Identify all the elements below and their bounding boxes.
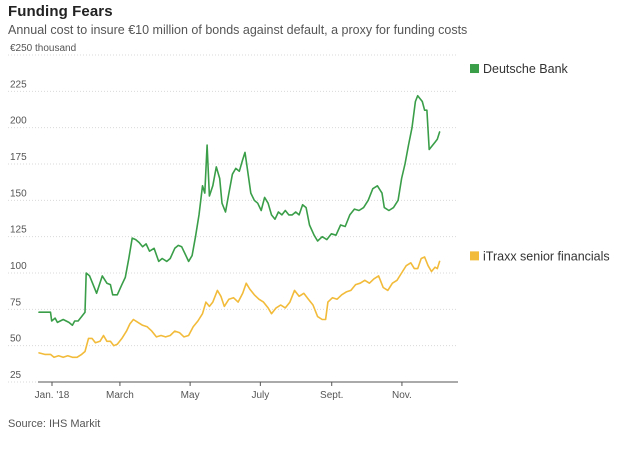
y-tick-label-175: 175 xyxy=(10,152,27,163)
y-tick-label-150: 150 xyxy=(10,188,27,199)
y-tick-label-125: 125 xyxy=(10,225,27,236)
x-tick-label-2: May xyxy=(181,390,200,401)
y-tick-label-75: 75 xyxy=(10,297,22,308)
legend-label-1: iTraxx senior financials xyxy=(483,249,610,263)
y-tick-label-200: 200 xyxy=(10,116,27,127)
x-tick-label-0: Jan. '18 xyxy=(35,390,70,401)
x-tick-label-4: Sept. xyxy=(320,390,343,401)
y-tick-label-25: 25 xyxy=(10,370,22,381)
y-tick-label-100: 100 xyxy=(10,261,27,272)
legend-swatch-0 xyxy=(470,64,479,74)
x-tick-label-5: Nov. xyxy=(392,390,412,401)
chart-subtitle: Annual cost to insure €10 million of bon… xyxy=(8,23,468,37)
y-tick-label-225: 225 xyxy=(10,79,27,90)
y-tick-label-250: €250 thousand xyxy=(10,43,76,54)
y-axis-tick-labels: 25 50 75 100 125 150 175 200 225 €250 thousand xyxy=(10,43,76,381)
y-tick-label-50: 50 xyxy=(10,334,22,345)
legend-label-0: Deutsche Bank xyxy=(483,62,569,76)
legend: Deutsche Bank iTraxx senior financials xyxy=(470,62,610,263)
series-lines xyxy=(38,94,441,359)
legend-swatch-1 xyxy=(470,251,479,261)
x-tick-label-1: March xyxy=(106,390,134,401)
series-line-1 xyxy=(38,256,441,359)
series-line-0 xyxy=(38,94,441,327)
x-axis-tick-labels: Jan. '18 March May July Sept. Nov. xyxy=(35,382,412,401)
chart-title: Funding Fears xyxy=(8,3,113,20)
gridlines xyxy=(8,54,458,383)
chart-source: Source: IHS Markit xyxy=(8,418,101,430)
x-tick-label-3: July xyxy=(251,390,269,401)
